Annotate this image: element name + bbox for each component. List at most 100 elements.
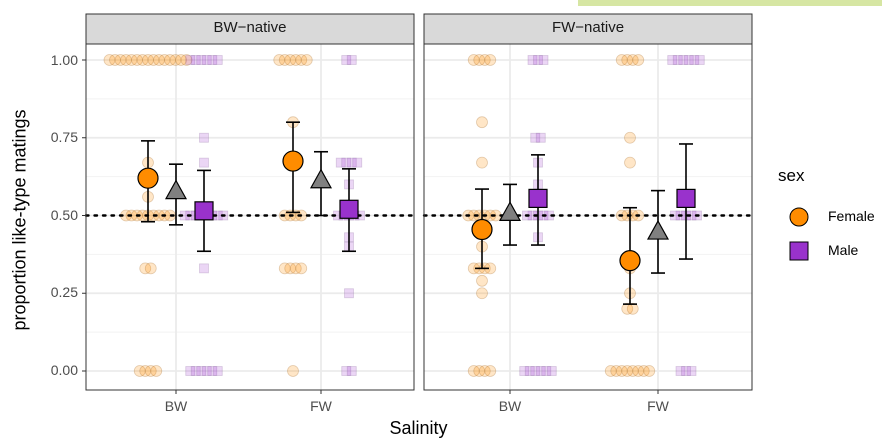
female-raw-point bbox=[103, 54, 116, 66]
female-raw-point bbox=[476, 274, 488, 287]
female-raw-point bbox=[484, 54, 497, 66]
legend-key-male bbox=[789, 241, 809, 261]
y-tick-label: 0.00 bbox=[50, 362, 78, 378]
male-raw-point bbox=[341, 157, 352, 168]
female-mean-point bbox=[137, 167, 159, 189]
male-raw-point bbox=[341, 55, 352, 65]
male-raw-point bbox=[185, 55, 196, 65]
female-raw-point bbox=[473, 54, 486, 66]
female-raw-point bbox=[284, 54, 297, 66]
male-mean-point bbox=[339, 199, 359, 219]
male-raw-point bbox=[199, 157, 209, 168]
female-raw-point bbox=[615, 54, 628, 66]
male-raw-point bbox=[199, 132, 209, 143]
y-axis-title: proportion like-type matings bbox=[9, 109, 30, 331]
male-raw-point bbox=[672, 55, 683, 65]
female-raw-point bbox=[476, 116, 488, 129]
male-raw-point bbox=[546, 366, 557, 376]
female-raw-point bbox=[273, 54, 286, 66]
overall-mean-point bbox=[309, 168, 333, 189]
male-raw-point bbox=[335, 157, 346, 168]
legend-label-male: Male bbox=[828, 242, 859, 258]
overall-mean-point bbox=[498, 201, 522, 221]
male-raw-point bbox=[667, 55, 678, 65]
female-mean-point bbox=[619, 249, 641, 272]
male-raw-point bbox=[344, 288, 354, 299]
male-raw-point bbox=[530, 132, 541, 143]
male-raw-point bbox=[541, 366, 552, 376]
overall-mean-point bbox=[164, 179, 188, 200]
female-raw-point bbox=[147, 54, 160, 66]
female-raw-point bbox=[289, 54, 302, 66]
y-tick-label: 0.25 bbox=[50, 284, 78, 300]
female-raw-point bbox=[478, 54, 491, 66]
x-tick-label: BW bbox=[498, 398, 522, 414]
male-raw-point bbox=[185, 366, 196, 376]
female-raw-point bbox=[175, 54, 187, 66]
female-raw-point bbox=[287, 365, 299, 377]
male-raw-point bbox=[346, 157, 357, 168]
male-raw-point bbox=[686, 366, 697, 376]
male-raw-point bbox=[207, 366, 218, 376]
male-raw-point bbox=[352, 157, 363, 168]
female-raw-point bbox=[278, 262, 291, 275]
male-raw-point bbox=[196, 55, 207, 65]
male-raw-point bbox=[346, 55, 357, 65]
x-axis-title: Salinity bbox=[389, 418, 448, 438]
male-raw-point bbox=[190, 366, 201, 376]
female-raw-point bbox=[637, 365, 650, 377]
male-raw-point bbox=[201, 55, 212, 65]
female-raw-point bbox=[109, 54, 121, 66]
male-raw-point bbox=[212, 55, 223, 65]
female-raw-point bbox=[142, 54, 154, 66]
male-raw-point bbox=[678, 55, 689, 65]
female-raw-point bbox=[632, 365, 645, 377]
female-raw-point bbox=[621, 54, 634, 66]
female-raw-point bbox=[295, 262, 308, 275]
male-raw-point bbox=[207, 55, 218, 65]
female-raw-point bbox=[615, 365, 628, 377]
panel-strip-label-fw-native: FW−native bbox=[551, 19, 625, 36]
female-raw-point bbox=[476, 287, 488, 300]
female-raw-point bbox=[120, 54, 132, 66]
female-raw-point bbox=[473, 365, 486, 377]
male-raw-point bbox=[201, 366, 212, 376]
x-tick-label: FW bbox=[647, 398, 669, 414]
male-raw-point bbox=[694, 55, 705, 65]
female-mean-point bbox=[471, 218, 493, 241]
y-tick-label: 0.50 bbox=[50, 207, 78, 223]
female-raw-point bbox=[180, 54, 193, 66]
female-raw-point bbox=[131, 54, 143, 66]
female-raw-point bbox=[136, 54, 149, 66]
legend-label-female: Female bbox=[828, 208, 875, 224]
male-raw-point bbox=[538, 55, 549, 65]
male-raw-point bbox=[196, 366, 207, 376]
female-raw-point bbox=[624, 131, 636, 144]
y-tick-label: 0.75 bbox=[50, 129, 78, 145]
top-accent-bar bbox=[578, 0, 882, 6]
male-raw-point bbox=[675, 366, 686, 376]
female-raw-point bbox=[643, 365, 656, 377]
male-raw-point bbox=[212, 366, 223, 376]
female-raw-point bbox=[139, 262, 152, 275]
female-raw-point bbox=[164, 54, 176, 66]
female-raw-point bbox=[133, 365, 146, 377]
female-raw-point bbox=[626, 302, 639, 315]
y-tick-label: 1.00 bbox=[50, 52, 78, 68]
male-raw-point bbox=[533, 55, 543, 65]
female-raw-point bbox=[604, 365, 617, 377]
male-raw-point bbox=[524, 366, 535, 376]
panel-border bbox=[85, 43, 415, 391]
female-raw-point bbox=[139, 365, 152, 377]
male-raw-point bbox=[681, 366, 691, 376]
female-raw-point bbox=[158, 54, 171, 66]
female-raw-point bbox=[144, 262, 157, 275]
male-raw-point bbox=[519, 366, 530, 376]
female-raw-point bbox=[300, 54, 313, 66]
panel-strip bbox=[85, 13, 415, 45]
legend-key-female bbox=[789, 207, 809, 227]
female-raw-point bbox=[169, 54, 182, 66]
female-raw-point bbox=[144, 365, 157, 377]
female-raw-point bbox=[626, 54, 639, 66]
female-raw-point bbox=[467, 54, 480, 66]
